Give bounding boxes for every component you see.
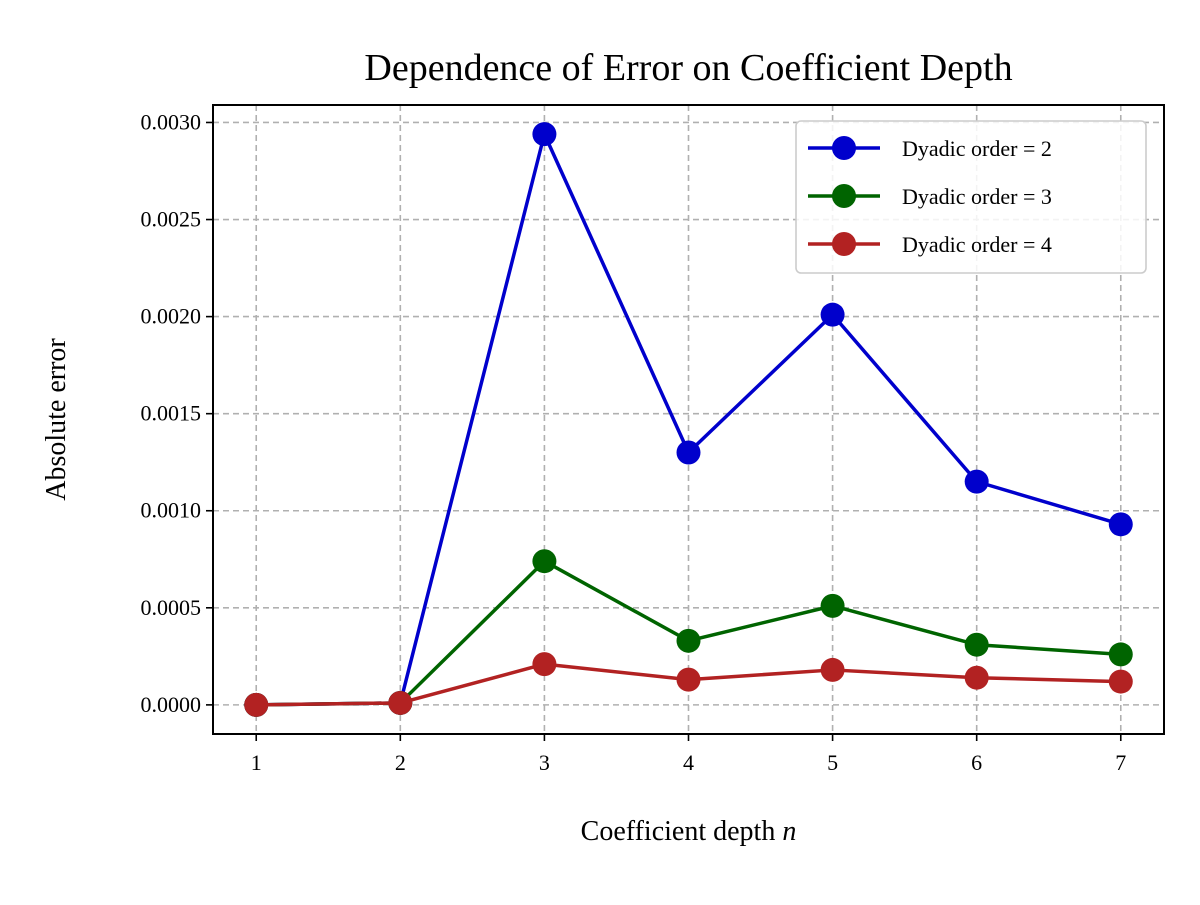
legend-marker: [832, 184, 856, 208]
data-point: [532, 122, 557, 147]
legend: Dyadic order = 2 Dyadic order = 3 Dyadic o…: [795, 120, 1147, 274]
series-3: [244, 652, 1133, 717]
legend-label: Dyadic order = 4: [902, 232, 1052, 257]
chart-title: Dependence of Error on Coefficient Depth: [364, 47, 1012, 89]
x-tick-label: 3: [539, 750, 550, 775]
data-point: [1108, 512, 1133, 537]
legend-label: Dyadic order = 3: [902, 184, 1052, 209]
data-point: [244, 692, 269, 717]
legend-entry: Dyadic order = 4: [808, 232, 1052, 257]
data-point: [676, 628, 701, 653]
data-point: [532, 652, 557, 677]
data-point: [964, 632, 989, 657]
x-tick-label: 4: [683, 750, 694, 775]
legend-entry: Dyadic order = 3: [808, 184, 1052, 209]
x-tick-label: 1: [251, 750, 262, 775]
legend-label: Dyadic order = 2: [902, 136, 1052, 161]
y-tick-label: 0.0005: [141, 595, 202, 620]
data-point: [388, 690, 413, 715]
data-point: [964, 665, 989, 690]
data-point: [1108, 669, 1133, 694]
axis-ticks: 1 2 3 4 5 6 7 0.0000 0.0005 0.0010 0.0015 0.0020 0.0…: [141, 109, 1127, 775]
legend-marker: [832, 136, 856, 160]
legend-marker: [832, 232, 856, 256]
x-tick-label: 7: [1115, 750, 1126, 775]
data-point: [820, 302, 845, 327]
data-point: [532, 549, 557, 574]
y-tick-label: 0.0015: [141, 401, 202, 426]
y-tick-label: 0.0000: [141, 692, 202, 717]
legend-entry: Dyadic order = 2: [808, 136, 1052, 161]
data-point: [820, 657, 845, 682]
data-point: [820, 593, 845, 618]
y-axis-title: Absolute error: [41, 338, 72, 501]
data-point: [1108, 642, 1133, 667]
series-lines: [244, 122, 1133, 717]
data-point: [676, 667, 701, 692]
x-axis-title: Coefficient depth n: [581, 816, 797, 847]
data-point: [964, 469, 989, 494]
x-tick-label: 6: [971, 750, 982, 775]
y-tick-label: 0.0010: [141, 498, 202, 523]
y-tick-label: 0.0020: [141, 304, 202, 329]
x-tick-label: 2: [395, 750, 406, 775]
data-point: [676, 440, 701, 465]
y-tick-label: 0.0025: [141, 207, 202, 232]
y-tick-label: 0.0030: [141, 109, 202, 134]
x-tick-label: 5: [827, 750, 838, 775]
legend-box: [795, 120, 1147, 274]
